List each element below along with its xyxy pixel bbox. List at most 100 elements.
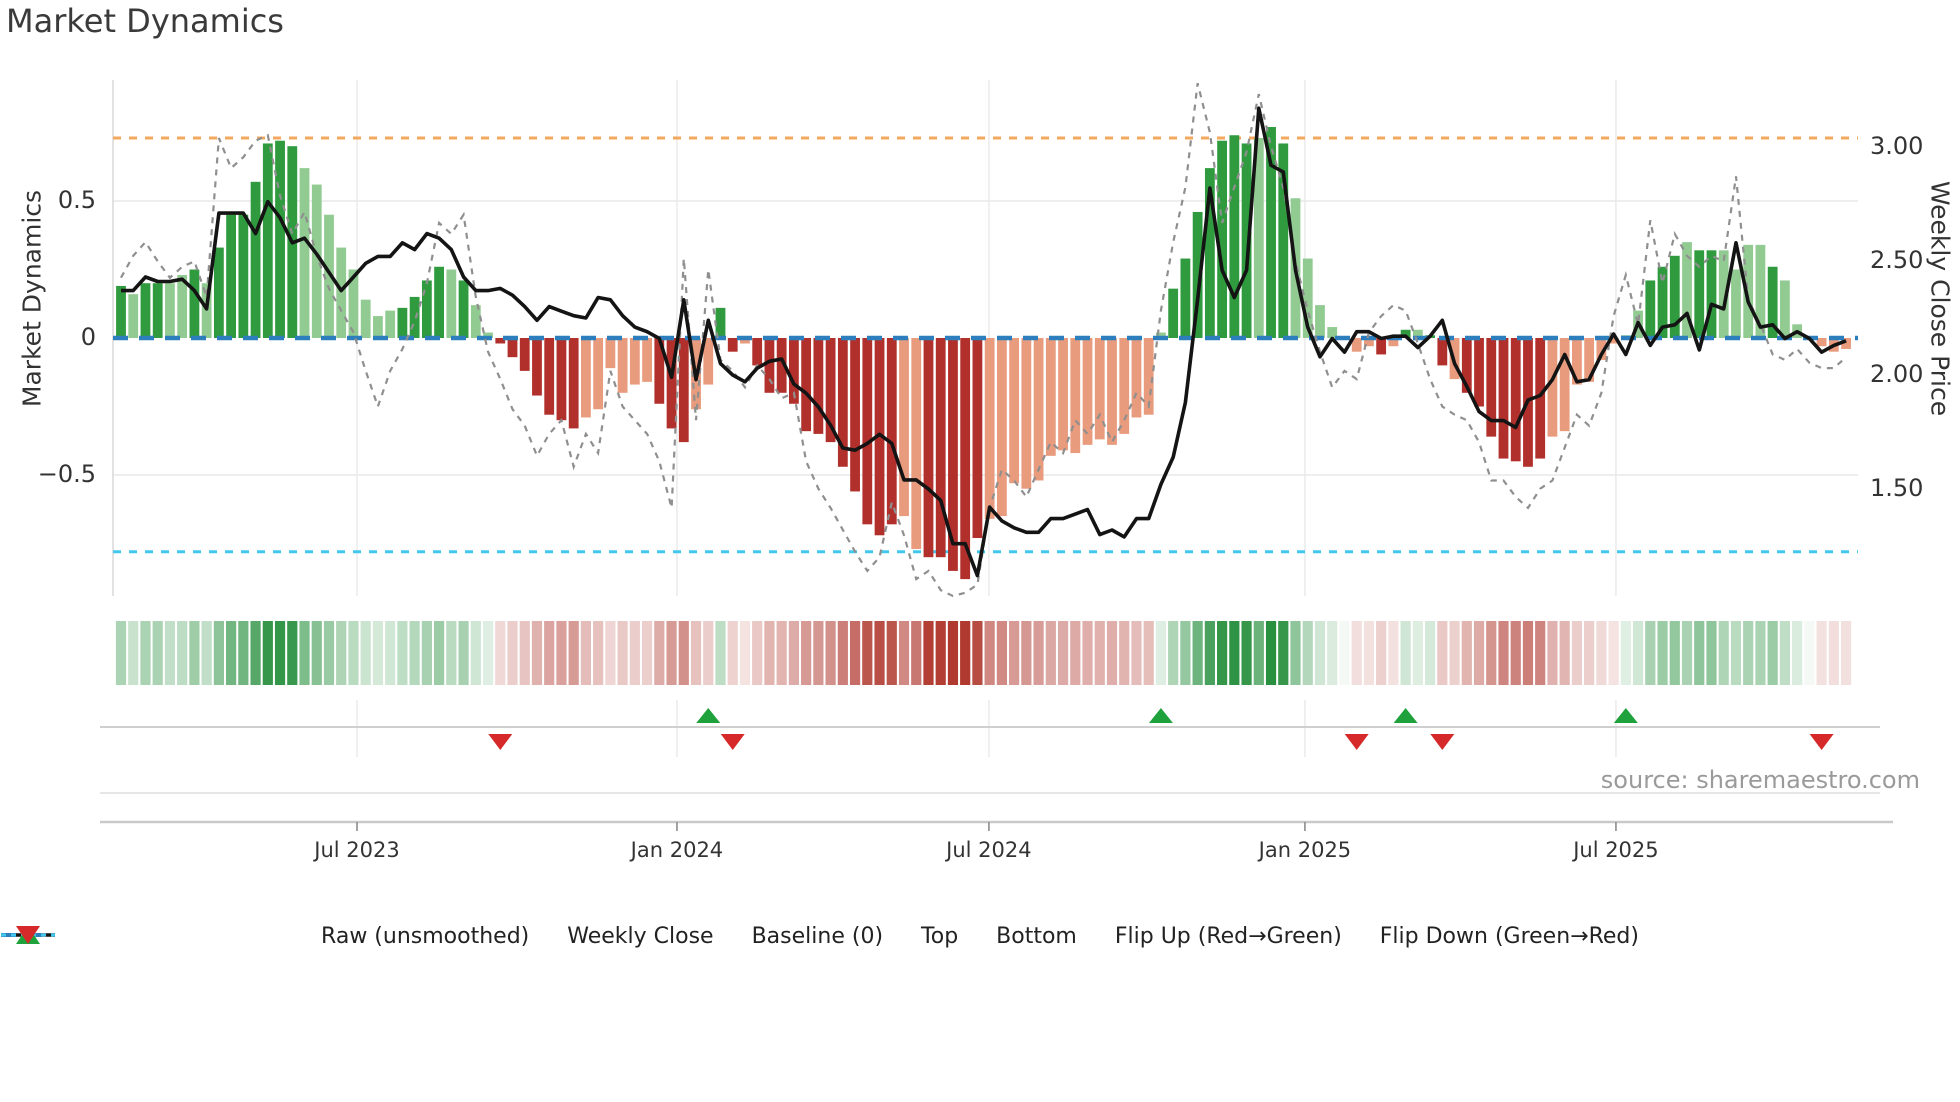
oscillator-bar [850,338,860,492]
heatmap-cell [201,621,212,685]
oscillator-bar [275,140,285,338]
heatmap-cell [1339,621,1350,685]
oscillator-bar [1767,266,1778,338]
oscillator-bar [1731,269,1741,338]
oscillator-bar [617,338,628,393]
heatmap-cell [238,621,249,685]
heatmap-cell [1449,621,1460,685]
x-tick-label: Jan 2024 [630,838,724,862]
oscillator-bar [1009,338,1020,484]
heatmap-cell [311,621,322,685]
oscillator-bar [1302,258,1313,338]
oscillator-bar [715,307,726,338]
oscillator-bar [1327,327,1338,338]
heatmap-cell [1571,621,1583,685]
heatmap-cell [1168,621,1179,685]
oscillator-bar [1192,211,1203,338]
oscillator-bar [1400,329,1411,338]
heatmap-cell [1119,621,1130,685]
heatmap-cell [629,621,640,685]
heatmap-cell [1143,621,1154,685]
weekly-close-line [121,106,1847,578]
heatmap-cell [1681,621,1693,685]
oscillator-bar [532,338,542,396]
heatmap-cell [947,621,959,685]
heatmap-cell [1253,621,1264,685]
legend-item-label: Baseline (0) [751,924,884,949]
oscillator-bar [1718,250,1729,338]
oscillator-bar [165,283,175,338]
oscillator-bar [678,338,689,443]
heatmap-cell [470,621,481,685]
oscillator-bar [874,338,885,536]
heatmap-cell [568,621,579,685]
heatmap-cell [1816,621,1827,685]
oscillator-bar [1156,332,1166,338]
oscillator-bar [1033,338,1044,481]
oscillator-bar [1657,266,1668,338]
oscillator-bar [1669,255,1680,338]
oscillator-bar [140,283,151,338]
oscillator-bar [177,274,188,338]
heatmap-cell [1461,621,1472,685]
heatmap-cell [1510,621,1521,685]
heatmap-cell [446,621,457,685]
heatmap-cell [1632,621,1644,685]
oscillator-bar [397,307,408,338]
oscillator-bar [1364,338,1374,347]
oscillator-bar [1241,143,1252,338]
heatmap-cell [1131,621,1142,685]
flip-up-marker [1393,708,1418,723]
heatmap-cell [287,621,298,685]
oscillator-bar [128,294,139,338]
flip-down-marker [720,734,745,750]
heatmap-cell [152,621,163,685]
oscillator-bar [1180,258,1191,338]
oscillator-bar [996,338,1007,517]
heatmap-cell [1106,621,1118,685]
heatmap-cell [752,621,763,685]
oscillator-bar [740,338,750,344]
oscillator-bar [1204,168,1215,338]
heatmap-cell [862,621,873,685]
heatmap-cell [1045,621,1056,685]
heatmap-cell [764,621,775,685]
heatmap-cell [1669,621,1680,685]
heatmap-cell [1217,621,1228,685]
oscillator-bar [1584,338,1595,382]
oscillator-bar [1058,338,1068,451]
oscillator-bar [1841,338,1851,349]
heatmap-cell [886,621,897,685]
oscillator-bar [1168,288,1179,338]
flip-down-marker [488,734,513,750]
heatmap-cell [996,621,1007,685]
heatmap-cell [360,621,371,685]
heatmap-cell [226,621,237,685]
oscillator-bar [1266,127,1276,339]
x-tick-label: Jul 2023 [314,838,400,862]
flip-up-marker [1148,708,1173,723]
heatmap-cell [1363,621,1375,685]
oscillator-bar [935,338,946,558]
bottom-line-swatch [1,933,55,937]
heatmap-cell [556,621,567,685]
heatmap-cell [1265,621,1277,685]
heatmap-cell [960,621,971,685]
heatmap-cell [1180,621,1191,685]
y-tick-label-left: −0.5 [37,460,96,488]
legend-item-label: Raw (unsmoothed) [321,924,530,949]
heatmap-cell [1327,621,1338,685]
heatmap-cell [1070,621,1081,685]
oscillator-bar [642,338,652,382]
heatmap-cell [605,621,616,685]
heatmap-cell [482,621,494,685]
heatmap-cell [1596,621,1607,685]
heatmap-cell [1755,621,1766,685]
oscillator-bar [1388,338,1399,347]
heatmap-cell [164,621,176,685]
legend-item: Baseline (0) [1,924,884,949]
heatmap-cell [849,621,861,685]
heatmap-cell [1620,621,1631,685]
oscillator-bar [911,338,922,549]
oscillator-bar [1119,338,1130,434]
